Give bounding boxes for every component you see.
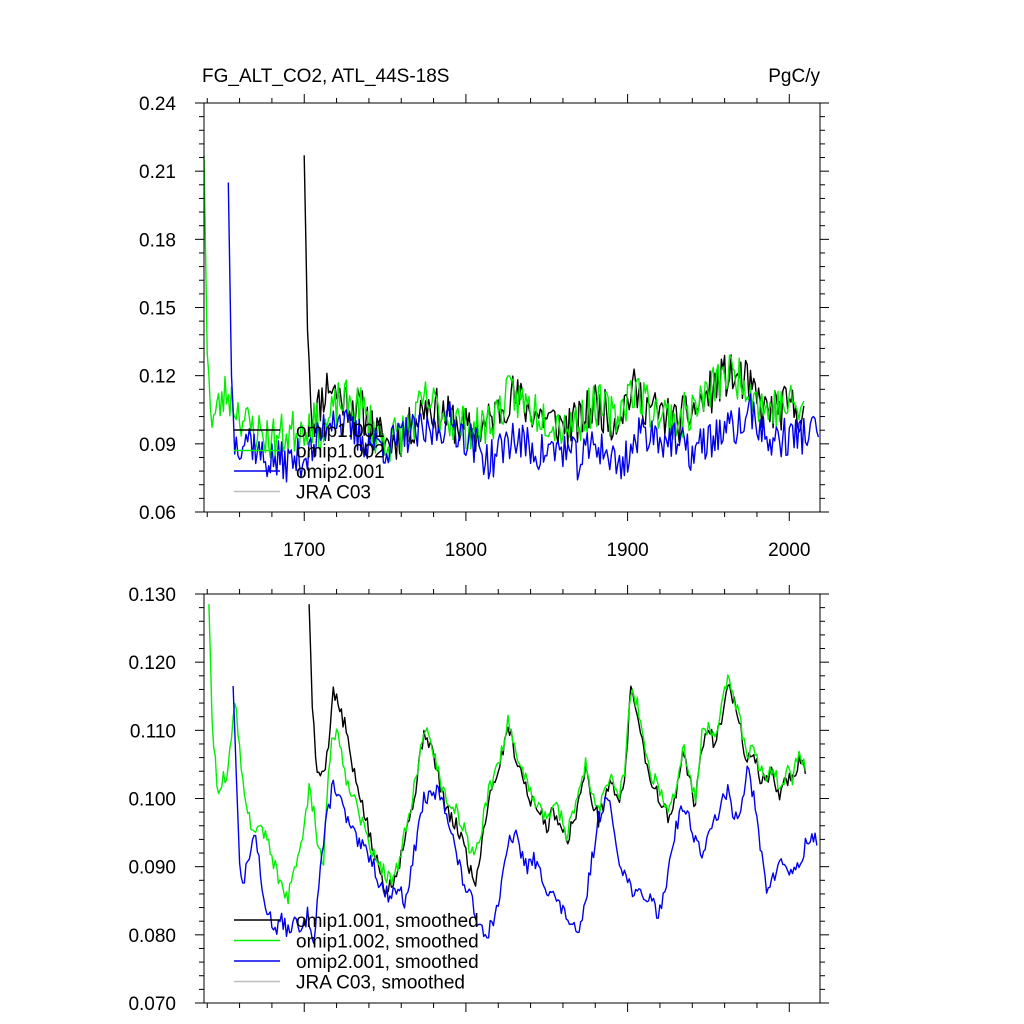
x-tick-label: 1900 xyxy=(606,540,648,561)
series-line-omip1-001 xyxy=(308,604,807,894)
y-tick-label: 0.18 xyxy=(139,230,176,251)
bottom-panel: 0.070 0.080 0.090 0.100 0.110 0.120 0.130 omip1… xyxy=(128,585,829,1015)
series-line-omip2-001 xyxy=(232,685,818,945)
series-line-omip2-001 xyxy=(227,182,820,483)
series-line-omip1-002 xyxy=(208,604,807,905)
legend-label: JRA C03 xyxy=(296,483,371,504)
legend-label: omip1.001, smoothed xyxy=(296,911,479,932)
y-tick-label: 0.070 xyxy=(128,994,176,1015)
legend-label: omip1.002 xyxy=(296,442,385,463)
y-tick-label: 0.21 xyxy=(139,162,176,183)
units-label: PgC/y xyxy=(768,66,820,87)
x-tick-label: 2000 xyxy=(768,540,810,561)
y-tick-label: 0.100 xyxy=(128,790,176,811)
series-line-omip1-001 xyxy=(303,155,805,460)
top-panel: 1700 1800 1900 2000 0.06 0.09 0.12 0.15 0.18 0.21… xyxy=(139,94,829,561)
y-tick-label: 0.09 xyxy=(139,435,176,456)
x-tick-label: 1700 xyxy=(283,540,325,561)
x-tick-label: 1800 xyxy=(445,540,487,561)
y-tick-label: 0.24 xyxy=(139,94,176,115)
legend-label: JRA C03, smoothed xyxy=(296,973,465,994)
legend-label: omip1.001 xyxy=(296,421,385,442)
legend-label: omip2.001 xyxy=(296,462,385,483)
legend-label: omip1.002, smoothed xyxy=(296,932,479,953)
y-tick-label: 0.15 xyxy=(139,299,176,320)
y-tick-label: 0.130 xyxy=(128,585,176,606)
y-tick-label: 0.120 xyxy=(128,653,176,674)
y-tick-label: 0.12 xyxy=(139,367,176,388)
y-tick-label: 0.110 xyxy=(130,721,176,742)
y-tick-label: 0.090 xyxy=(128,858,176,879)
y-tick-label: 0.06 xyxy=(139,503,176,524)
y-tick-label: 0.080 xyxy=(128,926,176,947)
series-line-omip1-002 xyxy=(203,155,805,462)
chart-title: FG_ALT_CO2, ATL_44S-18S xyxy=(202,66,449,87)
legend-label: omip2.001, smoothed xyxy=(296,952,479,973)
